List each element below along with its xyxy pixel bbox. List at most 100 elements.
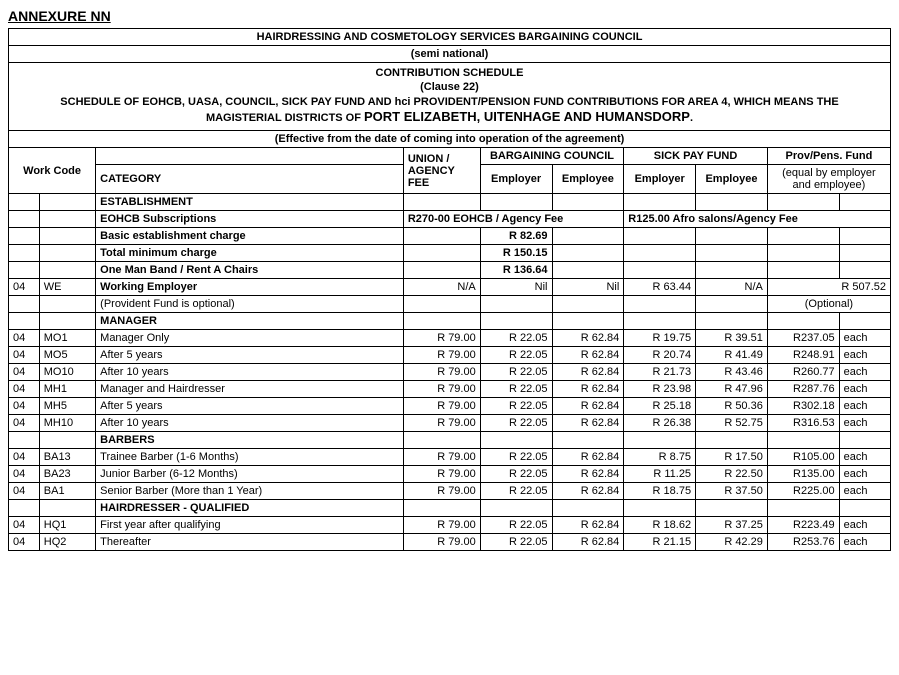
clause-ref: (Clause 22) bbox=[15, 81, 884, 93]
sp-employee-cell: R 39.51 bbox=[696, 330, 768, 347]
wc-code: MO10 bbox=[39, 364, 95, 381]
each-cell: each bbox=[839, 534, 890, 551]
each-cell: each bbox=[839, 517, 890, 534]
table-row: 04MH10After 10 yearsR 79.00R 22.05R 62.8… bbox=[9, 415, 891, 432]
table-row: ESTABLISHMENT bbox=[9, 194, 891, 211]
wc-prefix: 04 bbox=[9, 449, 40, 466]
bc-employer-cell: R 22.05 bbox=[480, 534, 552, 551]
wc-code: MH10 bbox=[39, 415, 95, 432]
sp-employee-cell: R 43.46 bbox=[696, 364, 768, 381]
table-row: 04MO5After 5 yearsR 79.00R 22.05R 62.84R… bbox=[9, 347, 891, 364]
category-cell: After 10 years bbox=[96, 415, 404, 432]
pens-cell: R316.53 bbox=[767, 415, 839, 432]
bc-employer-cell: R 22.05 bbox=[480, 483, 552, 500]
wc-code: HQ2 bbox=[39, 534, 95, 551]
pens-cell: R225.00 bbox=[767, 483, 839, 500]
table-row: 04BA13Trainee Barber (1-6 Months)R 79.00… bbox=[9, 449, 891, 466]
work-code-head: Work Code bbox=[9, 148, 96, 194]
sp-employer-cell: R 21.15 bbox=[624, 534, 696, 551]
union-fee-cell: R 79.00 bbox=[403, 381, 480, 398]
pens-cell: R260.77 bbox=[767, 364, 839, 381]
wc-prefix: 04 bbox=[9, 415, 40, 432]
pens-cell: R223.49 bbox=[767, 517, 839, 534]
table-row: 04BA23Junior Barber (6-12 Months)R 79.00… bbox=[9, 466, 891, 483]
pens-cell: R248.91 bbox=[767, 347, 839, 364]
union-fee-cell: R 79.00 bbox=[403, 466, 480, 483]
bc-employer-cell: R 22.05 bbox=[480, 517, 552, 534]
prov-pens-head: Prov/Pens. Fund bbox=[767, 148, 890, 165]
optional-note: (Optional) bbox=[767, 296, 890, 313]
total-min-label: Total minimum charge bbox=[96, 245, 404, 262]
bc-employer-head: Employer bbox=[480, 165, 552, 194]
table-row: HAIRDRESSER - QUALIFIED bbox=[9, 500, 891, 517]
bc-employee-cell: R 62.84 bbox=[552, 398, 624, 415]
bc-employee-cell: R 62.84 bbox=[552, 517, 624, 534]
table-row: MANAGER bbox=[9, 313, 891, 330]
bc-employer-cell: R 22.05 bbox=[480, 381, 552, 398]
table-row: 04MO10After 10 yearsR 79.00R 22.05R 62.8… bbox=[9, 364, 891, 381]
each-cell: each bbox=[839, 330, 890, 347]
each-cell: each bbox=[839, 466, 890, 483]
wc-prefix: 04 bbox=[9, 517, 40, 534]
afro-fee: R125.00 Afro salons/Agency Fee bbox=[624, 211, 891, 228]
sp-employer-cell: R 8.75 bbox=[624, 449, 696, 466]
category-cell: Thereafter bbox=[96, 534, 404, 551]
union-fee-cell: R 79.00 bbox=[403, 330, 480, 347]
union-fee-cell: R 79.00 bbox=[403, 483, 480, 500]
category-cell: Manager Only bbox=[96, 330, 404, 347]
schedule-title: CONTRIBUTION SCHEDULE bbox=[15, 67, 884, 79]
sp-employee-cell: R 47.96 bbox=[696, 381, 768, 398]
wc-prefix: 04 bbox=[9, 347, 40, 364]
we-union: N/A bbox=[403, 279, 480, 296]
sp-employer-cell: R 19.75 bbox=[624, 330, 696, 347]
table-row: One Man Band / Rent A Chairs R 136.64 bbox=[9, 262, 891, 279]
union-fee-cell: R 79.00 bbox=[403, 398, 480, 415]
pens-cell: R302.18 bbox=[767, 398, 839, 415]
sp-employer-cell: R 25.18 bbox=[624, 398, 696, 415]
table-row: 04HQ2ThereafterR 79.00R 22.05R 62.84R 21… bbox=[9, 534, 891, 551]
each-cell: each bbox=[839, 381, 890, 398]
each-cell: each bbox=[839, 347, 890, 364]
bc-employee-cell: R 62.84 bbox=[552, 364, 624, 381]
category-cell: Manager and Hairdresser bbox=[96, 381, 404, 398]
bc-employer-cell: R 22.05 bbox=[480, 415, 552, 432]
basic-charge-val: R 82.69 bbox=[480, 228, 552, 245]
table-row: 04BA1Senior Barber (More than 1 Year)R 7… bbox=[9, 483, 891, 500]
union-fee-cell: R 79.00 bbox=[403, 517, 480, 534]
manager-section: MANAGER bbox=[96, 313, 404, 330]
sp-employer-cell: R 11.25 bbox=[624, 466, 696, 483]
eohcb-subs-label: EOHCB Subscriptions bbox=[96, 211, 404, 228]
union-fee-cell: R 79.00 bbox=[403, 347, 480, 364]
sick-pay-head: SICK PAY FUND bbox=[624, 148, 768, 165]
sp-employer-cell: R 21.73 bbox=[624, 364, 696, 381]
sp-employer-cell: R 23.98 bbox=[624, 381, 696, 398]
each-cell: each bbox=[839, 449, 890, 466]
wc-prefix: 04 bbox=[9, 364, 40, 381]
establishment-section: ESTABLISHMENT bbox=[96, 194, 404, 211]
union-fee-cell: R 79.00 bbox=[403, 415, 480, 432]
wc-prefix: 04 bbox=[9, 381, 40, 398]
wc-prefix: 04 bbox=[9, 466, 40, 483]
table-row: BARBERS bbox=[9, 432, 891, 449]
table-row: (Provident Fund is optional) (Optional) bbox=[9, 296, 891, 313]
sp-employer-cell: R 18.75 bbox=[624, 483, 696, 500]
we-bc-er: Nil bbox=[480, 279, 552, 296]
wc-code: MO1 bbox=[39, 330, 95, 347]
total-min-val: R 150.15 bbox=[480, 245, 552, 262]
union-fee-cell: R 79.00 bbox=[403, 364, 480, 381]
wc-code: MO5 bbox=[39, 347, 95, 364]
one-man-val: R 136.64 bbox=[480, 262, 552, 279]
wc-code: BA23 bbox=[39, 466, 95, 483]
barg-council-head: BARGAINING COUNCIL bbox=[480, 148, 624, 165]
each-cell: each bbox=[839, 483, 890, 500]
category-cell: Trainee Barber (1-6 Months) bbox=[96, 449, 404, 466]
one-man-label: One Man Band / Rent A Chairs bbox=[96, 262, 404, 279]
sp-employee-cell: R 37.25 bbox=[696, 517, 768, 534]
bc-employer-cell: R 22.05 bbox=[480, 364, 552, 381]
schedule-desc: SCHEDULE OF EOHCB, UASA, COUNCIL, SICK P… bbox=[15, 95, 884, 126]
bc-employee-cell: R 62.84 bbox=[552, 381, 624, 398]
each-cell: each bbox=[839, 364, 890, 381]
desc-line-2a: MAGISTERIAL DISTRICTS OF bbox=[206, 112, 364, 124]
eohcb-fee: R270-00 EOHCB / Agency Fee bbox=[403, 211, 623, 228]
annexure-title: ANNEXURE NN bbox=[8, 8, 891, 24]
